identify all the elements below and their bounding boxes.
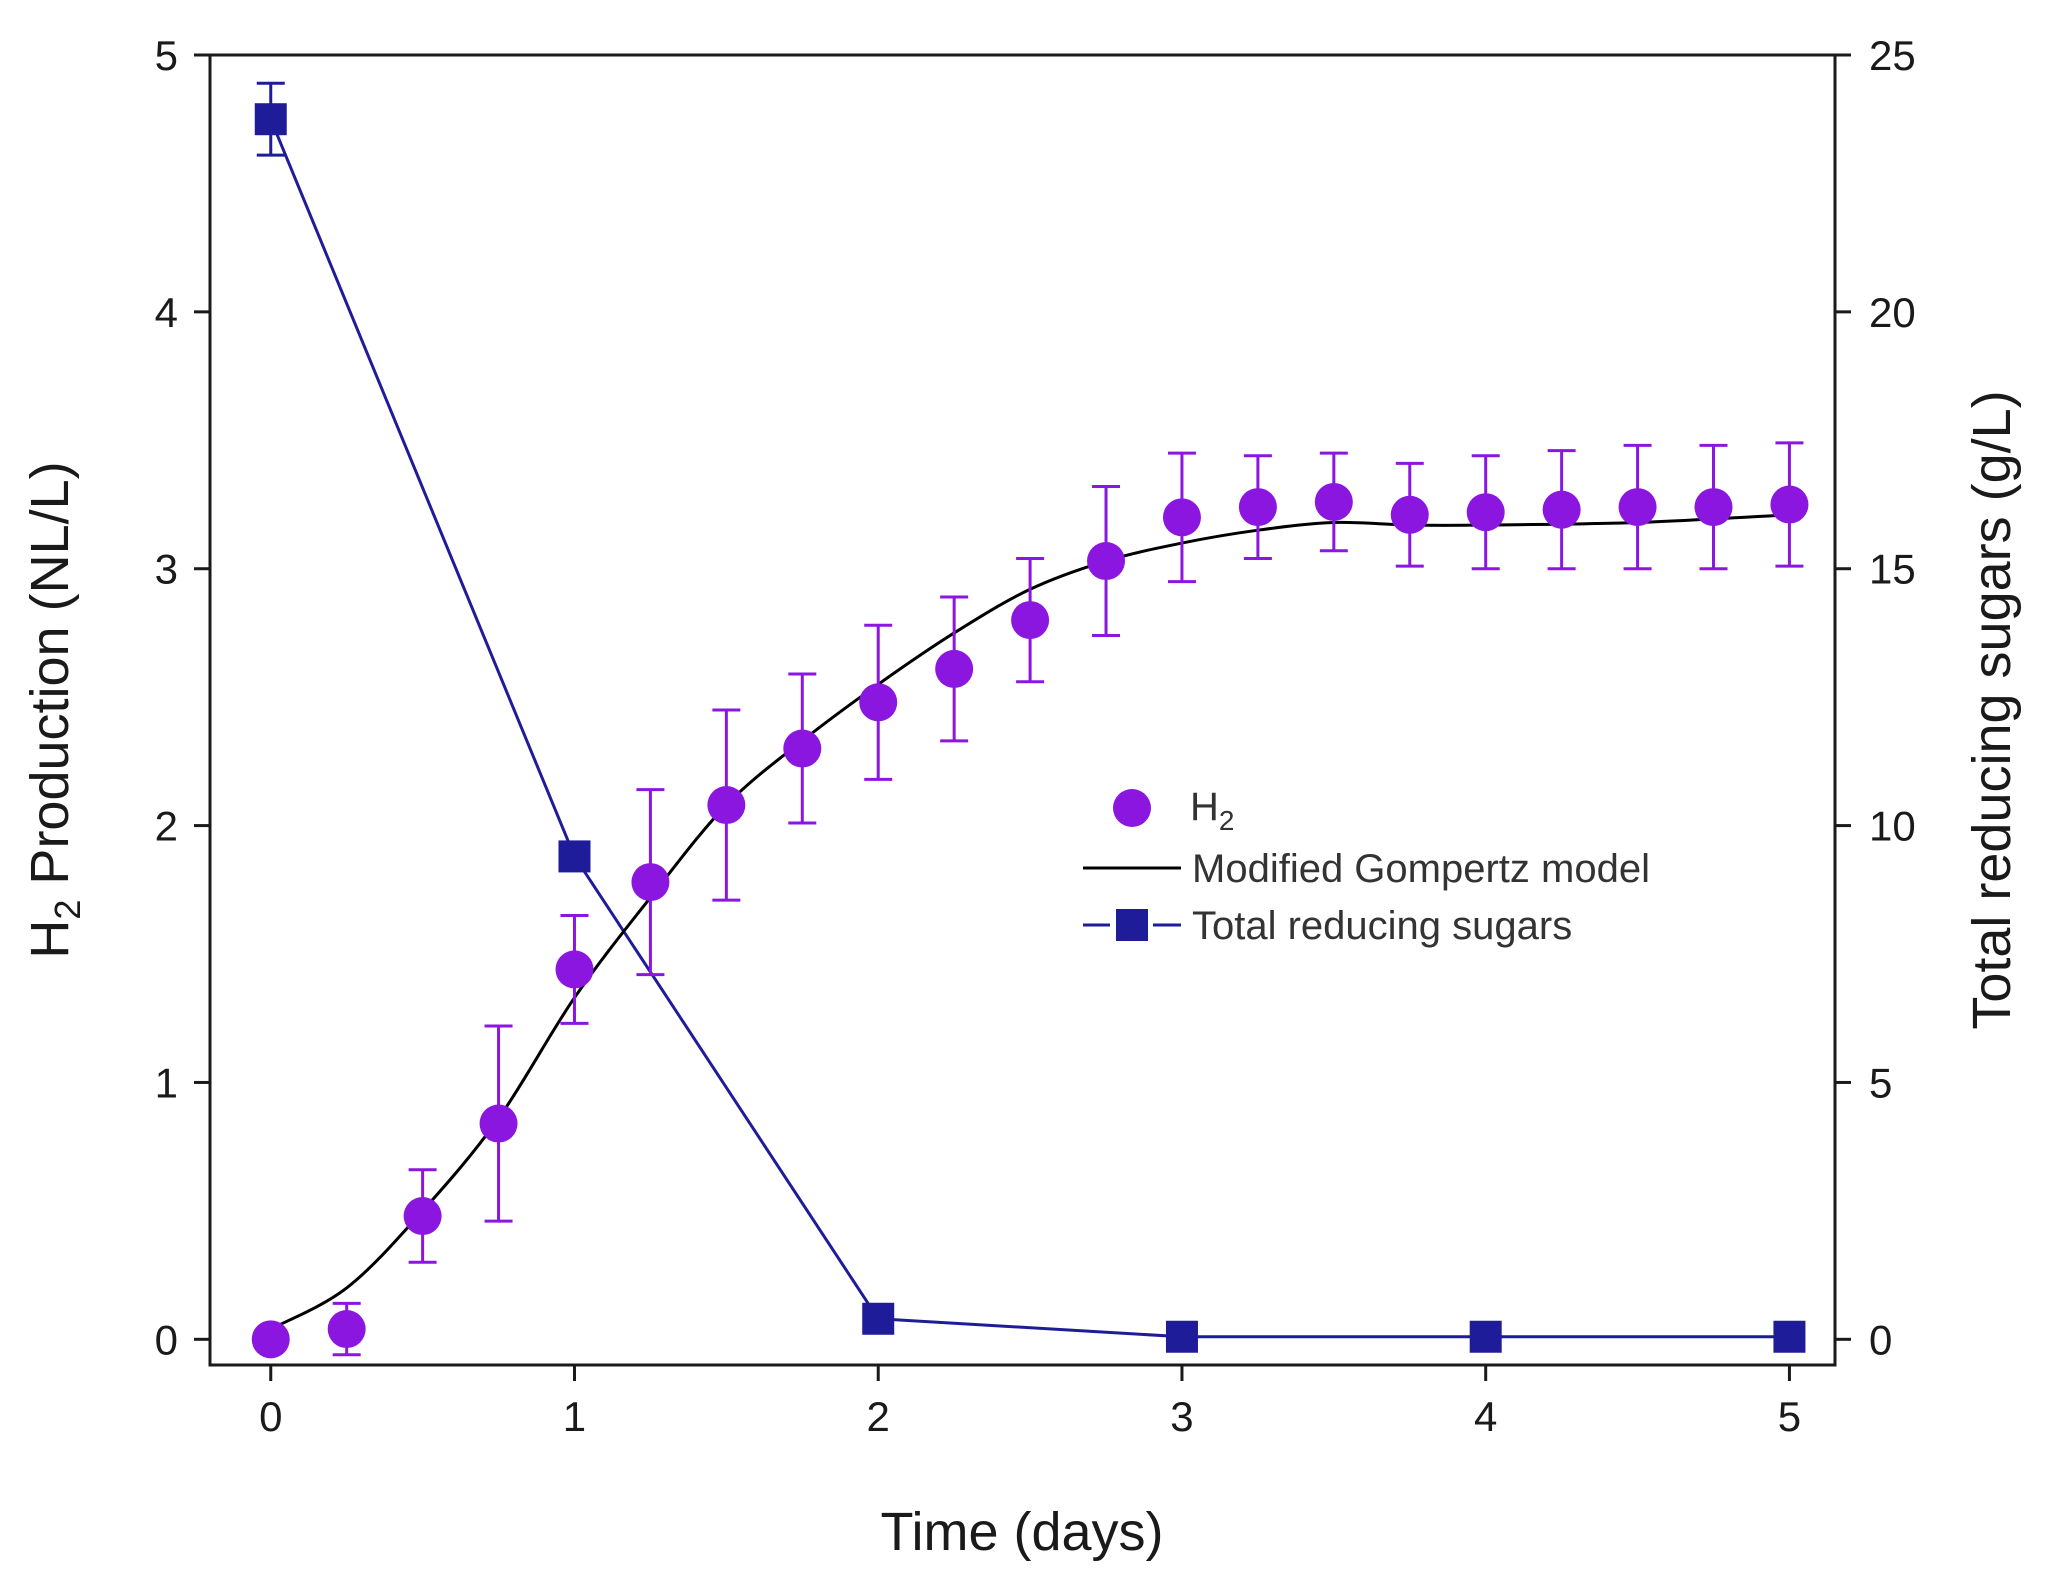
h2-point bbox=[1618, 488, 1657, 527]
y-right-tick-label: 25 bbox=[1869, 32, 1916, 79]
sugars-point bbox=[254, 103, 287, 136]
y-right-tick-label: 20 bbox=[1869, 289, 1916, 336]
legend-sugars-label: Total reducing sugars bbox=[1192, 904, 1572, 948]
y-right-tick-label: 10 bbox=[1869, 803, 1916, 850]
y-left-title-pre: H bbox=[20, 920, 80, 959]
y-right-tick-label: 0 bbox=[1869, 1316, 1892, 1363]
plot-frame bbox=[208, 53, 1837, 1367]
h2-point bbox=[1087, 542, 1126, 581]
x-tick-label: 3 bbox=[1170, 1393, 1193, 1440]
ticks-layer: 0 1 2 3 4 5 0 1 2 3 4 5 0 5 10 15 20 25 bbox=[155, 32, 1916, 1440]
x-tick-label: 5 bbox=[1778, 1393, 1801, 1440]
sugars-series-layer bbox=[254, 81, 1806, 1353]
h2-point bbox=[403, 1197, 442, 1236]
y-right-axis-title: Total reducing sugars (g/L) bbox=[1962, 390, 2022, 1029]
h2-point bbox=[783, 729, 822, 768]
h2-point bbox=[327, 1310, 366, 1349]
h2-point bbox=[707, 786, 746, 825]
x-tick-label: 2 bbox=[867, 1393, 890, 1440]
sugars-line bbox=[269, 118, 1790, 1339]
y-left-tick-label: 3 bbox=[155, 546, 178, 593]
h2-point bbox=[1162, 498, 1201, 537]
legend-sugars-marker bbox=[1116, 909, 1148, 941]
sugars-point bbox=[862, 1302, 895, 1335]
y-left-axis-title: H2 Production (NL/L) bbox=[20, 461, 88, 958]
legend-h2-sub: 2 bbox=[1219, 805, 1235, 836]
y-left-title-sub: 2 bbox=[47, 900, 88, 920]
h2-point bbox=[1466, 493, 1505, 532]
sugars-point bbox=[558, 840, 591, 873]
y-left-tick-label: 4 bbox=[155, 289, 178, 336]
legend-h2-pre: H bbox=[1190, 785, 1219, 829]
h2-point bbox=[1238, 488, 1277, 527]
sugars-point bbox=[1773, 1320, 1806, 1353]
legend: H2 Modified Gompertz model Total reducin… bbox=[1083, 785, 1650, 948]
h2-point bbox=[1694, 488, 1733, 527]
x-tick-label: 0 bbox=[259, 1393, 282, 1440]
h2-point bbox=[935, 649, 974, 688]
sugars-point bbox=[1165, 1320, 1198, 1353]
h2-point bbox=[1770, 485, 1809, 524]
y-left-tick-label: 1 bbox=[155, 1059, 178, 1106]
y-right-tick-label: 15 bbox=[1869, 546, 1916, 593]
x-axis-title: Time (days) bbox=[880, 1502, 1163, 1562]
h2-point bbox=[859, 683, 898, 722]
legend-fit-label: Modified Gompertz model bbox=[1192, 847, 1650, 891]
h2-point bbox=[1314, 482, 1353, 521]
h2-point bbox=[1542, 490, 1581, 529]
sugars-point bbox=[1469, 1320, 1502, 1353]
h2-point bbox=[479, 1104, 518, 1143]
h2-point bbox=[555, 950, 594, 989]
legend-h2-marker bbox=[1113, 789, 1151, 827]
h2-point bbox=[631, 863, 670, 902]
y-right-tick-label: 5 bbox=[1869, 1059, 1892, 1106]
y-left-title-post: Production (NL/L) bbox=[20, 461, 80, 899]
h2-point bbox=[1011, 601, 1050, 640]
y-left-tick-label: 5 bbox=[155, 32, 178, 79]
h2-point bbox=[251, 1320, 290, 1359]
y-left-tick-label: 2 bbox=[155, 803, 178, 850]
h2-point bbox=[1390, 495, 1429, 534]
legend-h2-label: H2 bbox=[1190, 785, 1234, 836]
x-tick-label: 4 bbox=[1474, 1393, 1497, 1440]
h2-series-layer bbox=[251, 441, 1809, 1359]
x-tick-label: 1 bbox=[563, 1393, 586, 1440]
y-left-tick-label: 0 bbox=[155, 1316, 178, 1363]
